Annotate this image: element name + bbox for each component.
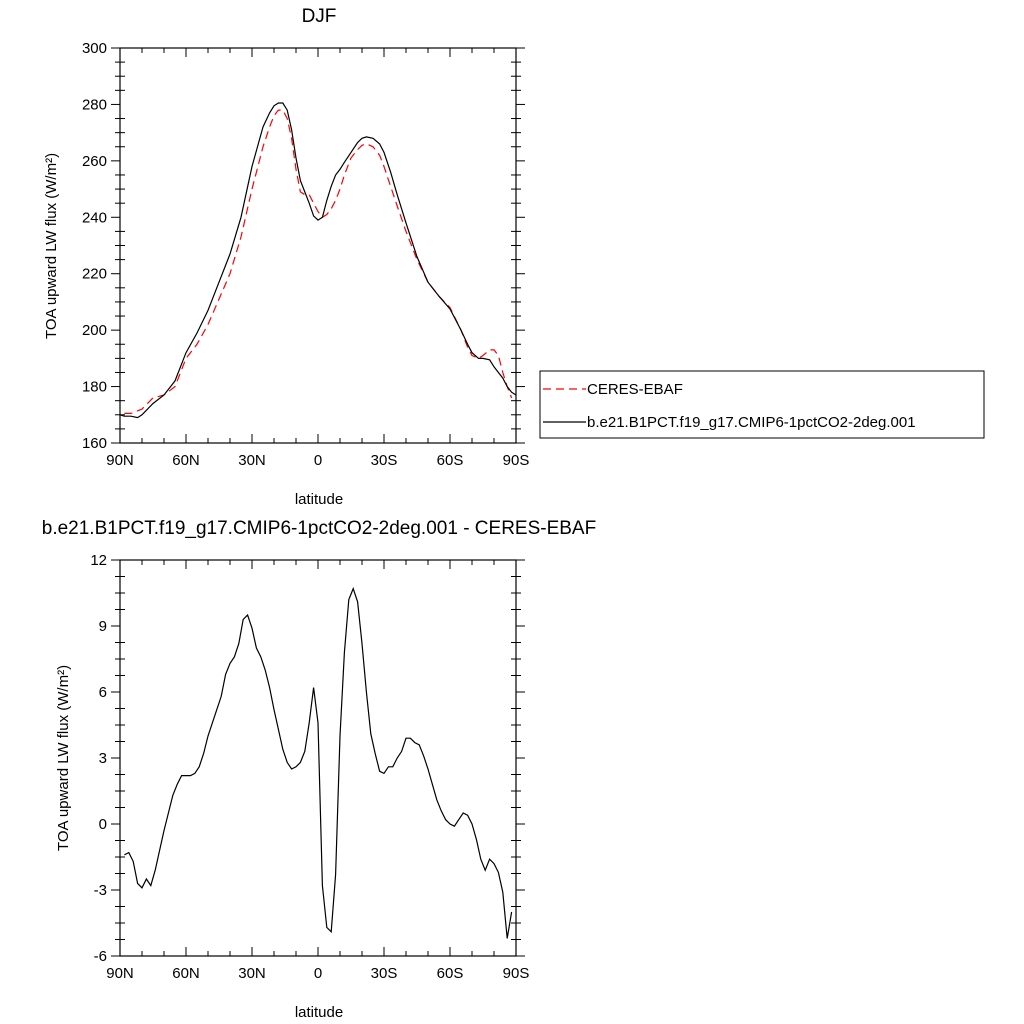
top-y-tick-label: 220: [82, 266, 107, 283]
top-panel: DJF 90N 60N 30N 0 30S 60S 90S 160 180 200 220 240 26…: [43, 6, 985, 508]
top-series-line-0: [124, 109, 513, 414]
top-y-tick-label: 160: [82, 435, 107, 452]
bottom-y-tick-label: 3: [99, 750, 107, 767]
top-y-tick-label: 300: [82, 40, 107, 57]
bottom-x-tick-label: 0: [314, 965, 322, 982]
top-y-tick-label: 200: [82, 322, 107, 339]
top-y-tick-label: 240: [82, 209, 107, 226]
bottom-y-axis-label: TOA upward LW flux (W/m²): [55, 665, 72, 851]
top-series-line-1: [119, 102, 517, 419]
bottom-x-tick-label: 30N: [238, 965, 266, 982]
top-plot-frame: [119, 47, 517, 444]
top-x-tick-label: 90S: [503, 452, 530, 469]
top-x-axis-label: latitude: [295, 491, 343, 508]
top-x-tick-label: 30N: [238, 452, 266, 469]
legend-label-ceres: CERES-EBAF: [587, 381, 683, 398]
bottom-y-tick-label: -6: [94, 948, 107, 965]
bottom-y-tick-label: 0: [99, 816, 107, 833]
bottom-y-tick-label: 12: [90, 552, 107, 569]
legend-label-model: b.e21.B1PCT.f19_g17.CMIP6-1pctCO2-2deg.0…: [587, 414, 916, 431]
bottom-plot-frame: [119, 559, 517, 957]
bottom-x-tick-label: 60N: [172, 965, 200, 982]
bottom-x-tick-label: 60S: [437, 965, 464, 982]
legend-box: [539, 370, 985, 439]
top-y-tick-label: 260: [82, 153, 107, 170]
bottom-y-tick-label: -3: [94, 882, 107, 899]
top-x-tick-label: 90N: [106, 452, 134, 469]
top-y-tick-label: 180: [82, 379, 107, 396]
bottom-series-line-0: [124, 586, 513, 939]
bottom-x-axis-label: latitude: [295, 1004, 343, 1021]
bottom-series-lines: [124, 586, 513, 939]
bottom-x-tick-label: 90N: [106, 965, 134, 982]
top-x-tick-label: 60S: [437, 452, 464, 469]
top-chart-title: DJF: [302, 6, 337, 27]
top-y-axis-label: TOA upward LW flux (W/m²): [43, 153, 60, 339]
bottom-x-tick-label: 90S: [503, 965, 530, 982]
bottom-x-tick-label: 30S: [371, 965, 398, 982]
bottom-axes: 90N 60N 30N 0 30S 60S 90S -6 -3 0 3 6 9 12: [90, 552, 529, 982]
top-x-tick-label: 60N: [172, 452, 200, 469]
legend: CERES-EBAF b.e21.B1PCT.f19_g17.CMIP6-1pc…: [539, 370, 985, 439]
top-axes: 90N 60N 30N 0 30S 60S 90S 160 180 200 220 240 260 280…: [82, 40, 529, 469]
bottom-y-tick-label: 6: [99, 684, 107, 701]
bottom-chart-title: b.e21.B1PCT.f19_g17.CMIP6-1pctCO2-2deg.0…: [42, 518, 596, 539]
top-y-tick-label: 280: [82, 96, 107, 113]
top-series-lines: [119, 102, 517, 419]
bottom-panel: b.e21.B1PCT.f19_g17.CMIP6-1pctCO2-2deg.0…: [42, 518, 596, 1021]
top-x-tick-label: 0: [314, 452, 322, 469]
top-x-tick-label: 30S: [371, 452, 398, 469]
bottom-y-tick-label: 9: [99, 618, 107, 635]
